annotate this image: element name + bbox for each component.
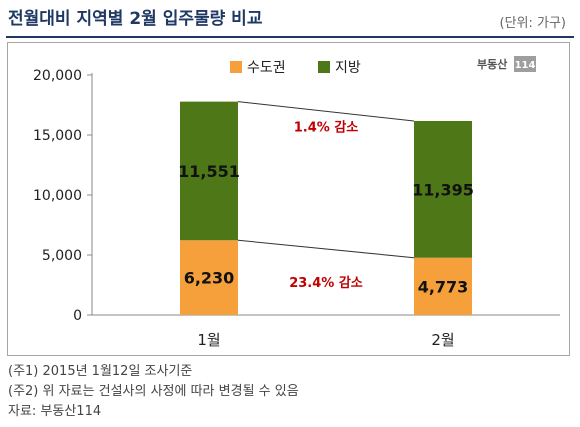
data-label: 6,230 xyxy=(184,269,235,288)
y-tick-label: 15,000 xyxy=(33,128,82,144)
legend-label-local: 지방 xyxy=(335,60,361,76)
footnote-source: 자료: 부동산114 xyxy=(8,404,102,419)
y-tick-label: 20,000 xyxy=(33,68,82,84)
footnote-1: (주1) 2015년 1월12일 조사기준 xyxy=(8,364,193,379)
footnote-2: (주2) 위 자료는 건설사의 사정에 따라 변경될 수 있음 xyxy=(8,384,299,399)
unit-label: (단위: 가구) xyxy=(499,16,567,31)
chart-frame xyxy=(7,42,570,356)
bars xyxy=(180,101,472,315)
y-tick-label: 5,000 xyxy=(42,248,82,264)
bar-capital xyxy=(414,257,472,315)
stacked-bar-chart: 0 5,000 10,000 15,000 20,000 1월 2월 1.4% 감소 23.4… xyxy=(33,56,560,349)
legend-label-capital: 수도권 xyxy=(247,60,286,76)
bar-local xyxy=(414,120,472,258)
connector-total xyxy=(237,101,415,122)
logo-badge-text: 114 xyxy=(515,60,536,71)
connector-capital xyxy=(237,239,415,259)
y-tick-label: 10,000 xyxy=(33,188,82,204)
annotation-capital-change: 23.4% 감소 xyxy=(289,276,363,291)
y-tick-label: 0 xyxy=(73,308,82,324)
data-label: 11,395 xyxy=(412,180,474,199)
chart-title: 전월대비 지역별 2월 입주물량 비교 xyxy=(8,9,263,29)
bar-local xyxy=(180,101,238,241)
x-tick-label: 1월 xyxy=(197,331,220,349)
data-label: 4,773 xyxy=(418,277,469,296)
logo-text: 부동산 xyxy=(477,57,507,71)
x-tick-label: 2월 xyxy=(431,331,454,349)
legend-swatch-local xyxy=(318,61,330,73)
bar-capital xyxy=(180,240,238,315)
logo: 부동산 114 xyxy=(477,56,536,72)
legend-swatch-capital xyxy=(230,61,242,73)
annotation-total-change: 1.4% 감소 xyxy=(294,120,359,135)
title-rule xyxy=(6,36,574,38)
axes: 0 5,000 10,000 15,000 20,000 1월 2월 xyxy=(33,68,560,349)
legend: 수도권 지방 xyxy=(230,60,361,76)
logo-badge xyxy=(514,56,536,72)
data-labels: 6,230 11,551 4,773 11,395 xyxy=(178,162,474,296)
footnotes: (주1) 2015년 1월12일 조사기준 (주2) 위 자료는 건설사의 사정… xyxy=(8,362,299,422)
connector-lines: 1.4% 감소 23.4% 감소 xyxy=(237,101,415,291)
data-label: 11,551 xyxy=(178,162,240,181)
